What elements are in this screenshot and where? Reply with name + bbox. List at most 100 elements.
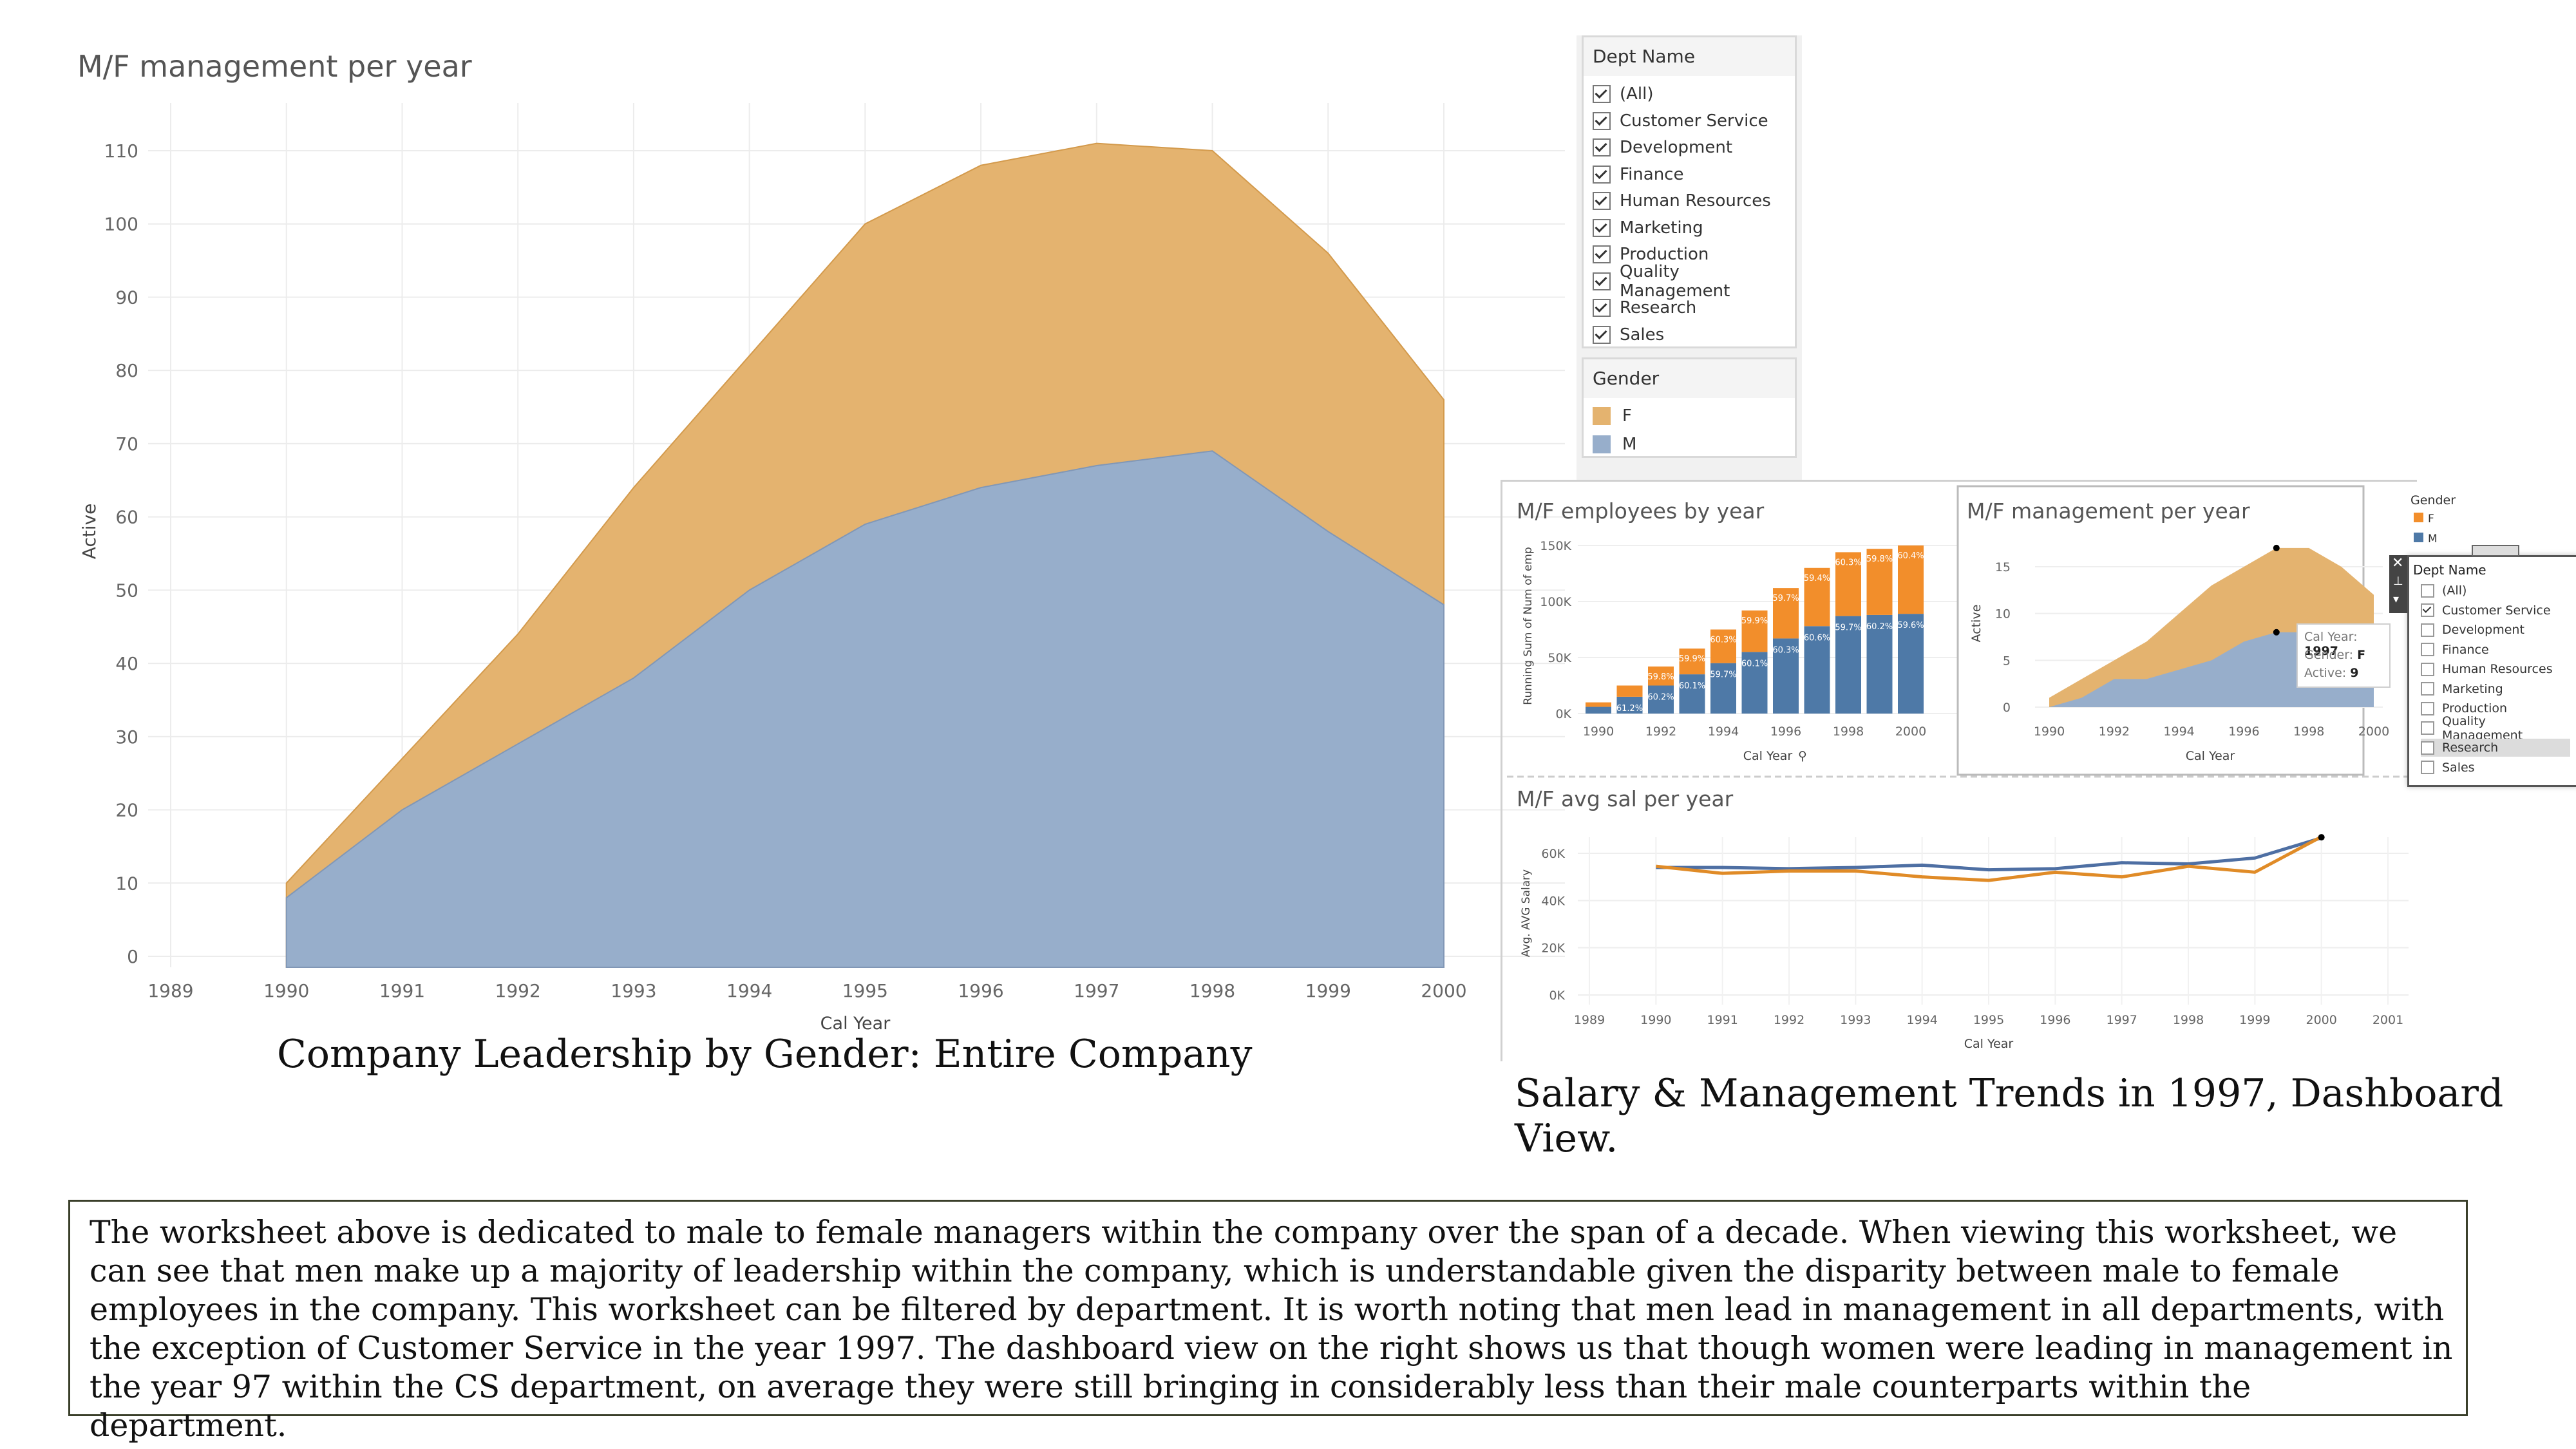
main-area-chart[interactable]: 0 10 20 30 40 50 60 70 80 90 100 110 1989 1990 1991 199… [0,0,1571,1056]
female-bar [1679,649,1705,675]
checkbox-checked-icon[interactable] [1593,218,1611,237]
dept-filter-item[interactable]: Customer Service [1593,108,1768,134]
x-tick-label: 1990 [2034,724,2065,739]
dashboard-dept-filter-label: Production [2442,701,2508,715]
female-bar [1866,549,1893,615]
x-tick-label: 1999 [2239,1013,2270,1027]
dashboard-dept-filter-item[interactable]: Customer Service [2421,601,2570,620]
x-axis-label: Cal Year [820,1014,891,1034]
male-bar [1773,638,1799,714]
checkbox-checked-icon[interactable] [1593,111,1611,130]
y-tick-label: 90 [115,287,138,308]
checkbox-checked-icon[interactable] [1593,299,1611,317]
checkbox-checked-icon[interactable] [1593,138,1611,156]
female-bar [1804,567,1830,627]
gender-legend-item[interactable]: M [1593,431,1636,457]
checkbox-checked-icon[interactable] [1593,165,1611,184]
checkbox-unchecked-icon[interactable] [2421,682,2434,696]
dashboard-dept-filter-item[interactable]: Development [2421,621,2570,639]
tooltip-year-label: Cal Year: [2304,630,2358,644]
menu-chevron-icon[interactable]: ▾ [2393,592,2400,606]
dashboard-dept-filter-item[interactable]: Human Resources [2421,660,2570,678]
x-tick-label: 1998 [2173,1013,2204,1027]
bar-data-label: 59.8% [1647,672,1674,682]
dept-filter-item[interactable]: Quality Management [1593,262,1795,301]
description-box: The worksheet above is dedicated to male… [68,1200,2468,1444]
bar-data-label: 59.8% [1866,554,1893,564]
chart-tooltip: Cal Year: 1997 Gender: F Active: 9 [2297,623,2391,688]
bar-data-label: 60.1% [1679,681,1705,691]
dept-filter-label: Sales [1620,325,1665,345]
checkbox-unchecked-icon[interactable] [2421,761,2434,774]
x-tick-label: 1998 [1833,724,1864,739]
x-tick-label: 1998 [1189,980,1235,1001]
checkbox-unchecked-icon[interactable] [2421,583,2434,598]
salary-chart-title: M/F avg sal per year [1517,786,1734,811]
dashboard-dept-filter-label: (All) [2442,583,2467,598]
dept-filter-item[interactable]: Finance [1593,162,1683,187]
y-tick-label: 15 [1995,560,2011,574]
dashboard-caption: Salary & Management Trends in 1997, Dash… [1515,1071,2504,1161]
checkbox-unchecked-icon[interactable] [2421,623,2434,637]
y-axis-label: Active [1969,605,1984,643]
filter-control-strip[interactable]: ✕ ⊥ ▾ [2389,555,2407,613]
dashboard-dept-filter-item[interactable]: Finance [2421,641,2570,659]
male-area [285,450,1444,968]
dashboard-dept-filter-label: Development [2442,623,2524,637]
dept-filter-item[interactable]: Marketing [1593,215,1703,241]
checkbox-checked-icon[interactable] [1593,272,1611,290]
main-chart-caption: Company Leadership by Gender: Entire Com… [277,1032,1253,1077]
dept-filter-item[interactable]: Production [1593,242,1709,267]
tooltip-active-value: 9 [2350,666,2359,680]
checkbox-unchecked-icon[interactable] [2421,643,2434,656]
pin-icon[interactable]: ⊥ [2393,574,2403,588]
x-tick-label: 1989 [147,980,193,1001]
dashboard-charts[interactable]: M/F employees by year0K50K100K150K61.2%6… [0,0,2576,1095]
female-bar [1710,629,1736,663]
y-axis-label: Running Sum of Num of emp [1522,547,1535,705]
drag-handle[interactable] [2472,545,2519,556]
dept-filter-item[interactable]: Sales [1593,322,1664,348]
dashboard-dept-filter-item[interactable]: Production [2421,699,2570,717]
checkbox-unchecked-icon[interactable] [2421,662,2434,676]
female-bar [1741,610,1768,652]
checkbox-checked-icon[interactable] [1593,325,1611,344]
y-tick-label: 70 [115,433,138,455]
y-tick-label: 50 [115,580,138,601]
checkbox-checked-icon[interactable] [1593,192,1611,210]
checkbox-unchecked-icon[interactable] [2421,741,2434,755]
x-tick-label: 2000 [1895,724,1926,739]
male-bar [1648,685,1674,714]
checkbox-checked-icon[interactable] [2421,603,2434,617]
x-tick-label: 1992 [2099,724,2130,739]
checkbox-checked-icon[interactable] [1593,85,1611,103]
y-tick-label: 100K [1540,595,1571,609]
dashboard-dept-filter[interactable]: Dept Name (All) Customer Service Developme… [2407,555,2576,787]
gender-legend-item[interactable]: F [1593,403,1632,429]
legend-swatch [1593,407,1611,425]
dashboard-dept-filter-item[interactable]: (All) [2421,582,2570,600]
x-tick-label: 1993 [611,980,656,1001]
legend-label: M [2428,533,2438,545]
dept-filter-label: Development [1620,138,1733,157]
dept-filter-item[interactable]: Research [1593,295,1696,321]
y-tick-label: 100 [104,214,138,235]
checkbox-checked-icon[interactable] [1593,245,1611,263]
dashboard-dept-filter-item[interactable]: Marketing [2421,680,2570,698]
bar-data-label: 60.2% [1647,693,1674,703]
dept-filter-item[interactable]: Development [1593,135,1732,160]
dashboard-dept-filter-item[interactable]: Quality Management [2421,714,2570,743]
x-tick-label: 1990 [1640,1013,1671,1027]
description-text: The worksheet above is dedicated to male… [90,1214,2453,1444]
checkbox-unchecked-icon[interactable] [2421,701,2434,715]
salary-line-m [1656,836,2322,872]
dashboard-frame [1501,480,2417,1061]
dept-filter-item[interactable]: (All) [1593,81,1654,107]
checkbox-unchecked-icon[interactable] [2421,721,2434,735]
dashboard-dept-filter-item[interactable]: Research [2421,739,2570,757]
x-tick-label: 1994 [726,980,772,1001]
dept-filter-item[interactable]: Human Resources [1593,188,1771,214]
tooltip-gender-value: F [2357,648,2366,662]
close-icon[interactable]: ✕ [2392,555,2404,571]
dashboard-dept-filter-item[interactable]: Sales [2421,759,2570,777]
